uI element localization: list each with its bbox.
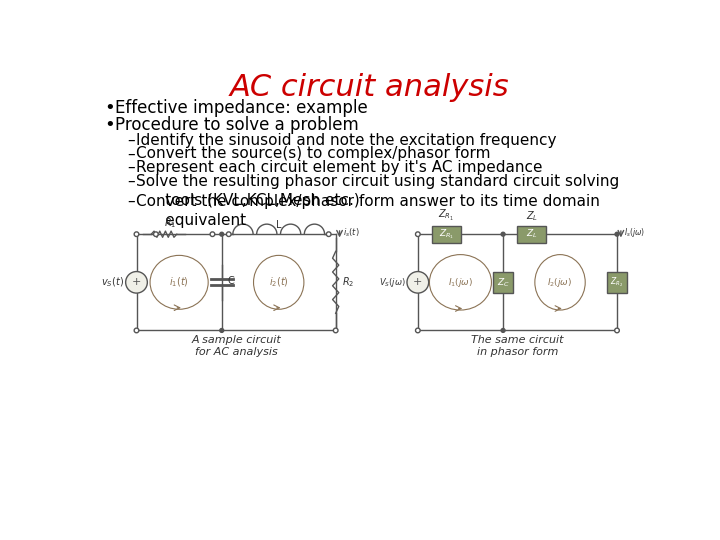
Text: –: – [127,174,135,189]
Text: Procedure to solve a problem: Procedure to solve a problem [114,117,359,134]
Text: $R_2$: $R_2$ [342,275,354,289]
Circle shape [153,232,158,237]
Circle shape [415,328,420,333]
Text: $v_S(t)$: $v_S(t)$ [101,275,124,289]
Text: –: – [127,194,135,209]
Text: Effective impedance: example: Effective impedance: example [114,99,367,117]
Circle shape [134,232,139,237]
Text: $i_1(t)$: $i_1(t)$ [169,275,189,289]
Text: •: • [104,99,114,117]
Circle shape [220,232,224,236]
Text: –: – [127,132,135,147]
Text: $Z_L$: $Z_L$ [526,228,538,240]
Text: +: + [132,278,141,287]
Text: L: L [276,220,282,229]
Circle shape [220,328,224,333]
Text: •: • [104,117,114,134]
Text: AC circuit analysis: AC circuit analysis [229,72,509,102]
Text: $I_s(j\omega)$: $I_s(j\omega)$ [624,226,645,239]
Text: Convert the complex/phasor form answer to its time domain
      equivalent: Convert the complex/phasor form answer t… [137,194,600,228]
Text: $i_s(t)$: $i_s(t)$ [343,226,359,239]
Circle shape [333,328,338,333]
Text: A sample circuit
for AC analysis: A sample circuit for AC analysis [192,335,281,356]
Circle shape [134,328,139,333]
Text: C: C [228,276,235,286]
Text: –: – [127,146,135,161]
Text: +: + [413,278,423,287]
Text: –: – [127,160,135,176]
Text: $Z_C$: $Z_C$ [497,276,510,288]
Text: The same circuit
in phasor form: The same circuit in phasor form [471,335,564,356]
Circle shape [501,328,505,333]
Circle shape [615,328,619,333]
Text: Identify the sinusoid and note the excitation frequency: Identify the sinusoid and note the excit… [137,132,557,147]
Circle shape [226,232,231,237]
Circle shape [615,232,619,236]
Text: $I_1(j\omega)$: $I_1(j\omega)$ [448,276,473,289]
Bar [493,272,513,293]
Text: Represent each circuit element by it's AC impedance: Represent each circuit element by it's A… [137,160,543,176]
Text: $Z_{R_2}$: $Z_{R_2}$ [611,275,624,289]
Text: $Z_{R_1}$: $Z_{R_1}$ [438,208,454,224]
Text: $Z_L$: $Z_L$ [526,210,538,224]
Circle shape [501,232,505,236]
Bar [517,226,546,242]
Text: Convert the source(s) to complex/phasor form: Convert the source(s) to complex/phasor … [137,146,491,161]
Bar [607,272,627,293]
Circle shape [415,232,420,237]
Circle shape [126,272,148,293]
Text: Solve the resulting phasor circuit using standard circuit solving
      tools (K: Solve the resulting phasor circuit using… [137,174,620,208]
Circle shape [210,232,215,237]
Text: $V_S(j\omega)$: $V_S(j\omega)$ [379,276,405,289]
Circle shape [326,232,331,237]
Text: $Z_{R_1}$: $Z_{R_1}$ [439,227,454,241]
Text: $i_2(t)$: $i_2(t)$ [269,275,289,289]
Circle shape [407,272,428,293]
Text: $R_1$: $R_1$ [163,216,176,229]
Bar [432,226,462,242]
Text: $I_2(j\omega)$: $I_2(j\omega)$ [547,276,572,289]
